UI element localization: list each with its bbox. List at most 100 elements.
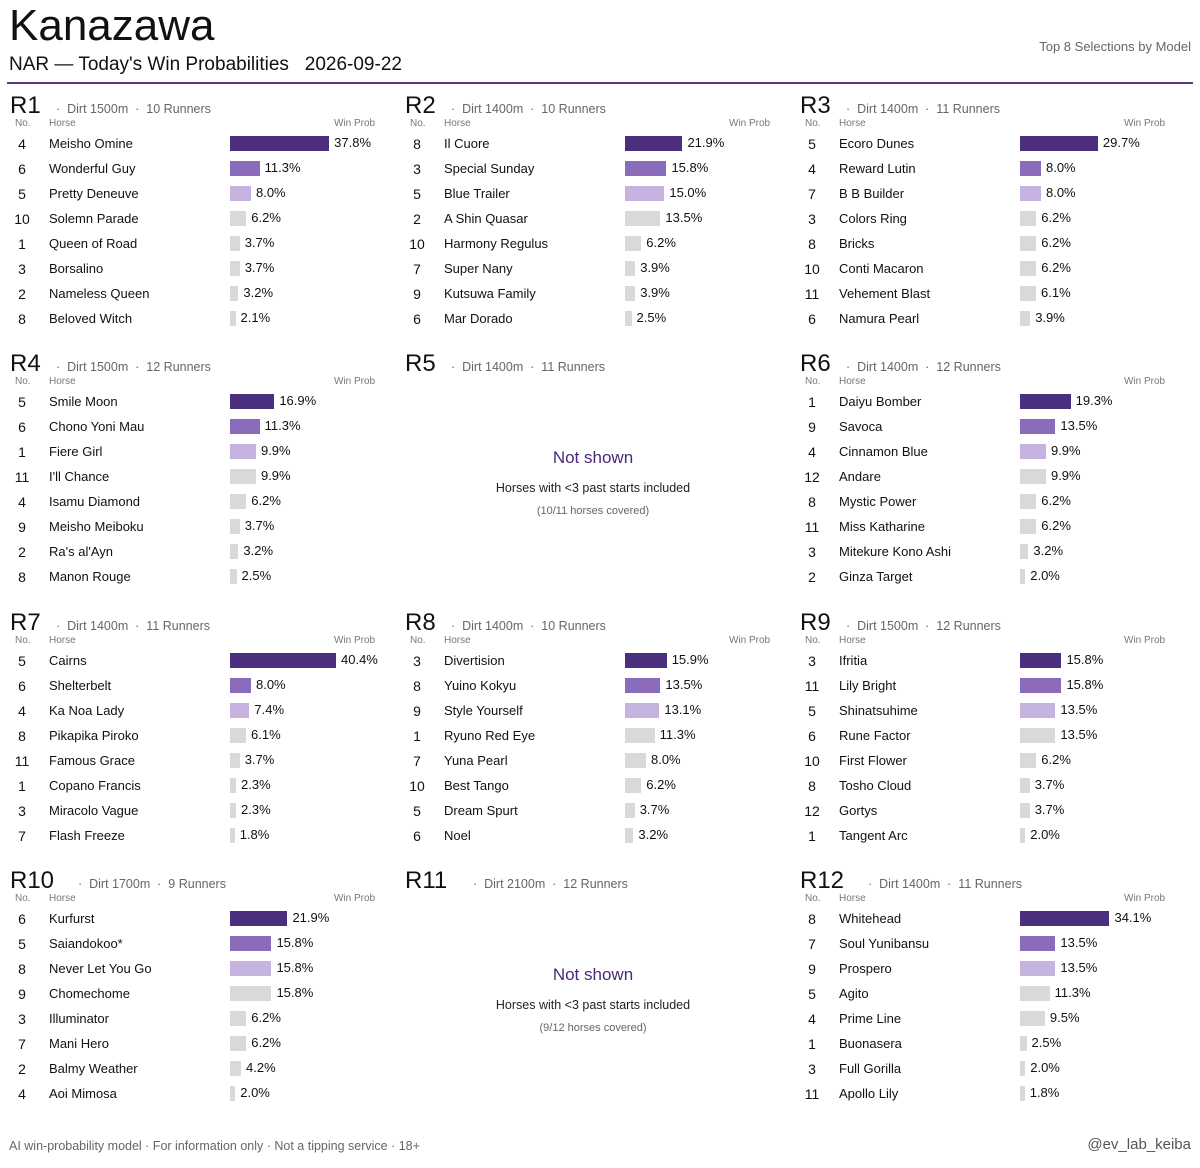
runner-number: 1 bbox=[18, 444, 26, 460]
win-prob-bar bbox=[1020, 494, 1037, 509]
win-prob-label: 29.7% bbox=[1102, 135, 1140, 150]
col-header-horse: Horse bbox=[839, 893, 866, 904]
runner-number: 8 bbox=[18, 728, 26, 744]
win-prob-label: 13.5% bbox=[665, 210, 703, 225]
win-prob-label: 11.3% bbox=[1054, 985, 1091, 1000]
runner-row: 5 Cairns 40.4% bbox=[8, 650, 388, 675]
win-prob-bar bbox=[1020, 311, 1031, 326]
win-prob-bar bbox=[1020, 1086, 1025, 1101]
footer-disclaimer: AI win-probability model · For informati… bbox=[9, 1139, 420, 1153]
runner-row: 4 Reward Lutin 8.0% bbox=[798, 158, 1178, 183]
win-prob-label: 3.9% bbox=[640, 285, 670, 300]
runner-row: 8 Beloved Witch 2.1% bbox=[8, 308, 388, 333]
win-prob-bar bbox=[230, 394, 275, 409]
runner-row: 5 Shinatsuhime 13.5% bbox=[798, 700, 1178, 725]
runner-row: 4 Meisho Omine 37.8% bbox=[8, 133, 388, 158]
col-header-win-prob: Win Prob bbox=[334, 118, 376, 129]
runner-number: 8 bbox=[413, 678, 421, 694]
runner-row: 10 First Flower 6.2% bbox=[798, 750, 1178, 775]
runner-number: 10 bbox=[409, 778, 425, 794]
horse-name: Colors Ring bbox=[839, 211, 907, 226]
win-prob-bar bbox=[230, 161, 260, 176]
horse-name: B B Builder bbox=[839, 186, 905, 201]
win-prob-label: 6.2% bbox=[1041, 518, 1071, 533]
runner-row: 5 Dream Spurt 3.7% bbox=[403, 800, 783, 825]
runner-row: 8 Il Cuore 21.9% bbox=[403, 133, 783, 158]
runner-number: 11 bbox=[14, 753, 30, 769]
runner-row: 10 Harmony Regulus 6.2% bbox=[403, 233, 783, 258]
race-label: R11 bbox=[405, 867, 448, 894]
horse-name: Prime Line bbox=[839, 1011, 902, 1026]
win-prob-label: 3.7% bbox=[1034, 777, 1065, 792]
horse-name: Pretty Deneuve bbox=[49, 186, 139, 201]
win-prob-label: 13.5% bbox=[1060, 702, 1098, 717]
horse-name: Fiere Girl bbox=[49, 444, 103, 459]
win-prob-bar bbox=[230, 211, 247, 226]
horse-name: Ifritia bbox=[839, 653, 868, 668]
win-prob-bar bbox=[230, 1086, 236, 1101]
horse-name: Yuna Pearl bbox=[444, 753, 508, 768]
col-header-horse: Horse bbox=[839, 118, 866, 129]
runner-row: 9 Savoca 13.5% bbox=[798, 416, 1178, 441]
horse-name: Flash Freeze bbox=[49, 828, 125, 843]
win-prob-label: 8.0% bbox=[1045, 160, 1076, 175]
win-prob-label: 2.1% bbox=[240, 310, 271, 325]
win-prob-label: 8.0% bbox=[255, 677, 286, 692]
horse-name: Aoi Mimosa bbox=[49, 1086, 117, 1101]
win-prob-bar bbox=[1020, 161, 1041, 176]
race-panel-r2: R2 · Dirt 1400m · 10 Runners No. Horse Win P… bbox=[403, 88, 783, 338]
win-prob-bar bbox=[230, 653, 336, 668]
race-panel-r4: R4 · Dirt 1500m · 12 Runners No. Horse Win P… bbox=[8, 346, 388, 596]
runner-number: 6 bbox=[18, 678, 26, 694]
page-subtitle: NAR — Today's Win Probabilities 2026-09-… bbox=[9, 54, 402, 75]
win-prob-bar bbox=[1020, 544, 1029, 559]
runner-number: 8 bbox=[808, 236, 816, 252]
win-prob-label: 6.2% bbox=[646, 235, 676, 250]
win-prob-bar bbox=[230, 728, 246, 743]
runner-number: 1 bbox=[18, 236, 26, 252]
race-label: R6 bbox=[800, 350, 831, 377]
win-prob-bar bbox=[1020, 469, 1046, 484]
col-header-horse: Horse bbox=[839, 376, 866, 387]
horse-name: Kurfurst bbox=[49, 911, 95, 926]
col-header-no: No. bbox=[805, 376, 821, 387]
runner-number: 7 bbox=[413, 261, 421, 277]
win-prob-label: 8.0% bbox=[255, 185, 286, 200]
runner-row: 8 Manon Rouge 2.5% bbox=[8, 566, 388, 591]
runner-row: 5 Saiandokoo* 15.8% bbox=[8, 933, 388, 958]
win-prob-label: 6.2% bbox=[1041, 752, 1071, 767]
win-prob-bar bbox=[1020, 803, 1030, 818]
horse-name: Ra's al'Ayn bbox=[49, 544, 113, 559]
win-prob-label: 3.9% bbox=[640, 260, 670, 275]
win-prob-bar bbox=[1020, 136, 1098, 151]
runner-number: 4 bbox=[808, 161, 816, 177]
col-header-no: No. bbox=[410, 635, 426, 646]
win-prob-label: 1.8% bbox=[1029, 1085, 1060, 1100]
win-prob-label: 2.0% bbox=[1030, 827, 1060, 842]
runner-number: 6 bbox=[18, 161, 26, 177]
horse-name: Apollo Lily bbox=[839, 1086, 899, 1101]
race-panel-r10: R10 · Dirt 1700m · 9 Runners No. Horse Win P… bbox=[8, 863, 388, 1113]
horse-name: Namura Pearl bbox=[839, 311, 920, 326]
horse-name: Manon Rouge bbox=[49, 569, 131, 584]
runner-number: 6 bbox=[413, 311, 421, 327]
win-prob-label: 6.2% bbox=[251, 1010, 281, 1025]
win-prob-label: 11.3% bbox=[264, 160, 301, 175]
horse-name: Chono Yoni Mau bbox=[49, 419, 145, 434]
runner-row: 6 Wonderful Guy 11.3% bbox=[8, 158, 388, 183]
runner-row: 1 Daiyu Bomber 19.3% bbox=[798, 391, 1178, 416]
col-header-win-prob: Win Prob bbox=[729, 118, 771, 129]
win-prob-bar bbox=[1020, 1036, 1027, 1051]
win-prob-bar bbox=[230, 494, 247, 509]
win-prob-label: 15.8% bbox=[1066, 652, 1104, 667]
not-shown-note: Horses with <3 past starts included bbox=[495, 998, 691, 1012]
win-prob-bar bbox=[230, 186, 251, 201]
race-panel-r1: R1 · Dirt 1500m · 10 Runners No. Horse Win P… bbox=[8, 88, 388, 338]
race-panel-r9: R9 · Dirt 1500m · 12 Runners No. Horse Win P… bbox=[798, 605, 1178, 855]
runner-number: 10 bbox=[804, 753, 820, 769]
runner-row: 12 Gortys 3.7% bbox=[798, 800, 1178, 825]
win-prob-label: 3.2% bbox=[243, 543, 274, 558]
runner-number: 3 bbox=[808, 653, 816, 669]
win-prob-label: 3.2% bbox=[243, 285, 274, 300]
col-header-horse: Horse bbox=[444, 118, 471, 129]
